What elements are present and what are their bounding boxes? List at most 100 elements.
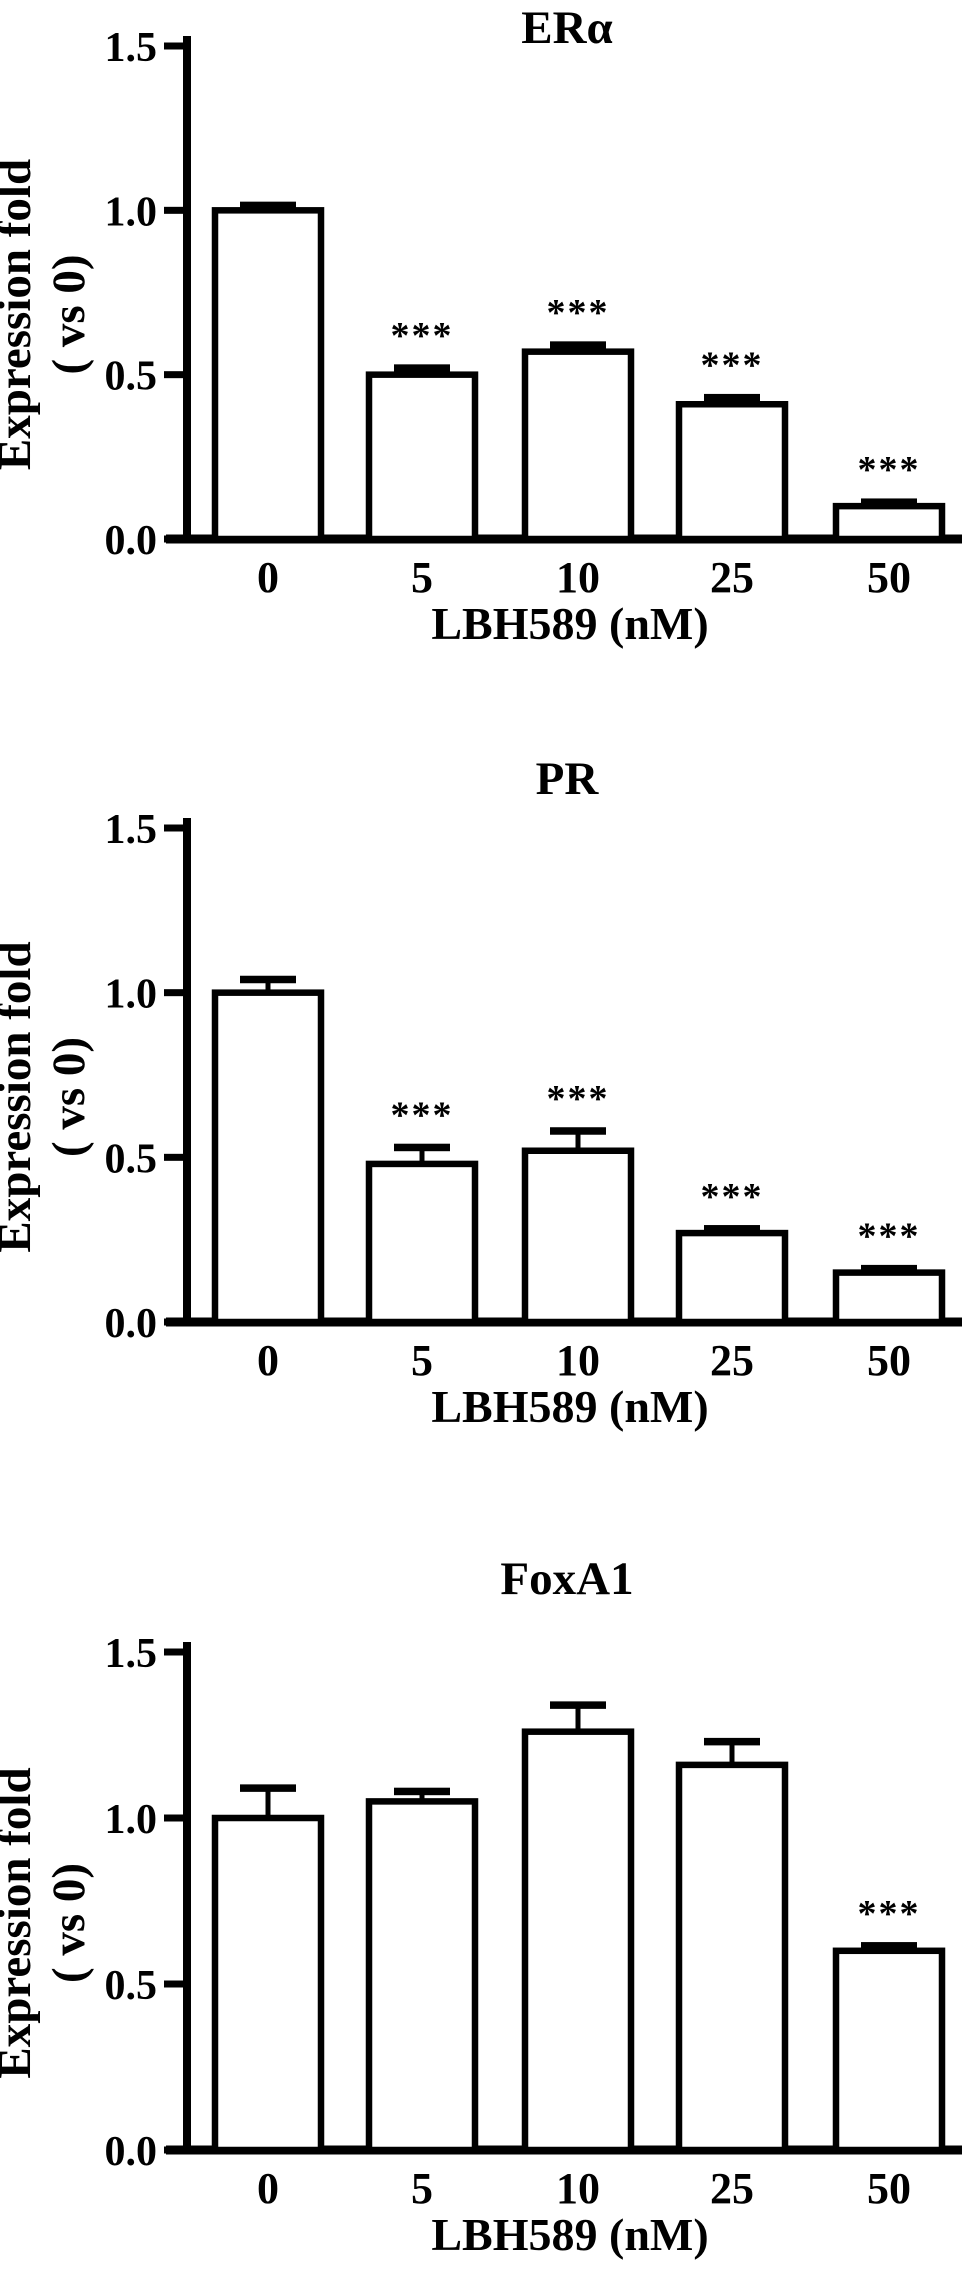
y-tick — [164, 1648, 183, 1656]
chart-panel-2: PR 0.0 0.5 1.0 1.5 0 *** 5 *** 10 *** 25 *** 50 LBH589… — [0, 753, 962, 1432]
error-bar-whisker — [419, 1791, 425, 1802]
significance-stars: *** — [391, 315, 454, 357]
significance-stars: *** — [701, 1176, 764, 1218]
y-axis-title-line2: ( vs 0) — [43, 254, 95, 374]
y-tick — [164, 1153, 183, 1161]
error-bar-cap — [394, 364, 450, 372]
y-tick — [164, 535, 183, 543]
x-tick-label: 0 — [257, 2164, 279, 2213]
bar — [675, 1761, 789, 2154]
bar — [211, 1814, 325, 2154]
bar — [365, 1798, 479, 2154]
error-bar-whisker — [419, 1147, 425, 1164]
error-bar-cap — [394, 1143, 450, 1152]
x-tick-label: 50 — [867, 2164, 911, 2213]
y-tick-label: 1.5 — [105, 25, 158, 71]
y-tick-label: 0.0 — [105, 518, 158, 564]
y-tick — [164, 1814, 183, 1822]
significance-stars: *** — [858, 1216, 921, 1258]
significance-stars: *** — [391, 1094, 454, 1136]
x-tick-label: 25 — [710, 1336, 754, 1385]
x-tick-label: 10 — [556, 553, 600, 602]
error-bar-cap — [240, 1784, 296, 1792]
y-tick-label: 0.5 — [105, 354, 158, 400]
y-tick-label: 0.5 — [105, 1136, 158, 1182]
significance-stars: *** — [858, 449, 921, 491]
x-tick-label: 0 — [257, 553, 279, 602]
y-axis-title-line2: ( vs 0) — [43, 1863, 95, 1983]
bar — [521, 348, 635, 543]
x-tick-label: 10 — [556, 2164, 600, 2213]
chart-title: ERα — [521, 2, 613, 54]
y-tick-label: 1.0 — [105, 189, 158, 235]
y-axis-title-line1: Expression fold — [0, 941, 41, 1252]
bar — [211, 207, 325, 543]
x-tick-label: 5 — [411, 2164, 433, 2213]
error-bar-cap — [550, 1127, 606, 1135]
x-tick-label: 50 — [867, 1336, 911, 1385]
x-tick-label: 0 — [257, 1336, 279, 1385]
y-tick — [164, 42, 183, 50]
y-tick — [164, 371, 183, 379]
error-bar-whisker — [729, 1741, 735, 1765]
error-bar-whisker — [265, 1788, 271, 1818]
y-tick — [164, 1318, 183, 1326]
error-bar-whisker — [265, 979, 271, 993]
bar — [211, 989, 325, 1326]
bar — [675, 1229, 789, 1326]
x-axis-title: LBH589 (nM) — [431, 2209, 708, 2260]
y-axis-title-line1: Expression fold — [0, 159, 41, 470]
error-bar-cap — [861, 1264, 917, 1273]
y-tick-label: 1.0 — [105, 1797, 158, 1843]
error-bar-cap — [240, 975, 296, 984]
bar — [832, 1947, 946, 2154]
error-bar-cap — [704, 1737, 760, 1746]
y-tick-label: 1.5 — [105, 1631, 158, 1677]
x-axis-title: LBH589 (nM) — [431, 1381, 708, 1432]
chart-panel-3: FoxA1 0.0 0.5 1.0 1.5 0 5 10 25 *** 50 LBH589 (nM) E… — [0, 1553, 962, 2260]
y-tick — [164, 989, 183, 997]
error-bar-whisker — [575, 1130, 581, 1151]
error-bar-cap — [394, 1787, 450, 1796]
x-axis-title: LBH589 (nM) — [431, 598, 708, 649]
error-bar-cap — [861, 498, 917, 506]
x-tick-label: 5 — [411, 553, 433, 602]
y-axis-title-line1: Expression fold — [0, 1767, 41, 2078]
y-tick — [164, 1980, 183, 1988]
chart-title: FoxA1 — [500, 1553, 633, 1605]
y-axis-title-line2: ( vs 0) — [43, 1037, 95, 1157]
y-axis-spine — [183, 818, 191, 1326]
y-tick-label: 1.0 — [105, 972, 158, 1018]
error-bar-cap — [861, 1942, 917, 1950]
y-tick-label: 0.5 — [105, 1963, 158, 2009]
bar — [365, 371, 479, 543]
significance-stars: *** — [547, 1078, 610, 1120]
y-tick-label: 1.5 — [105, 807, 158, 853]
x-tick-label: 5 — [411, 1336, 433, 1385]
y-axis-spine — [183, 1642, 191, 2154]
error-bar-cap — [704, 1225, 760, 1233]
chart-title: PR — [536, 753, 600, 805]
y-tick — [164, 824, 183, 832]
bar — [832, 1269, 946, 1326]
bar — [521, 1147, 635, 1326]
error-bar-cap — [704, 393, 760, 402]
significance-stars: *** — [547, 292, 610, 334]
error-bar-cap — [240, 201, 296, 210]
y-tick-label: 0.0 — [105, 1301, 158, 1347]
y-axis-spine — [183, 36, 191, 543]
y-tick-label: 0.0 — [105, 2129, 158, 2175]
significance-stars: *** — [701, 345, 764, 387]
x-tick-label: 25 — [710, 2164, 754, 2213]
significance-stars: *** — [858, 1893, 921, 1935]
error-bar-cap — [550, 1701, 606, 1709]
x-tick-label: 50 — [867, 553, 911, 602]
y-tick — [164, 206, 183, 214]
bar — [675, 400, 789, 543]
error-bar-cap — [550, 341, 606, 349]
x-tick-label: 10 — [556, 1336, 600, 1385]
bar — [365, 1160, 479, 1326]
bar — [832, 502, 946, 543]
